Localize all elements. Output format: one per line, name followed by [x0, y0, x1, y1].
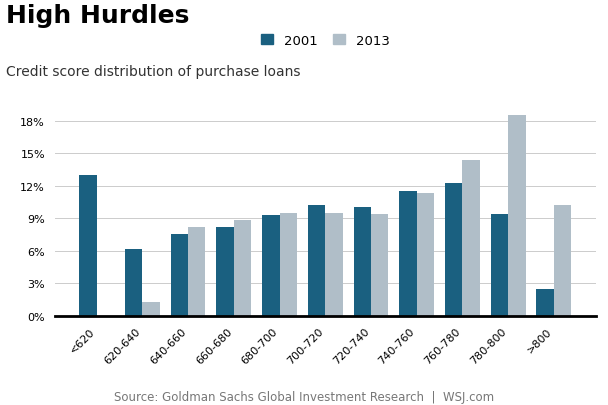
- Bar: [308, 206, 325, 316]
- Bar: [354, 208, 371, 316]
- Text: High Hurdles: High Hurdles: [6, 4, 190, 28]
- Bar: [125, 249, 142, 316]
- Bar: [188, 227, 206, 316]
- Bar: [554, 206, 572, 316]
- Bar: [142, 302, 160, 316]
- Bar: [399, 192, 416, 316]
- Bar: [463, 160, 480, 316]
- Bar: [536, 289, 554, 316]
- Bar: [280, 213, 297, 316]
- Bar: [491, 214, 508, 316]
- Legend: 2001, 2013: 2001, 2013: [258, 32, 392, 50]
- Bar: [508, 116, 525, 316]
- Bar: [262, 215, 280, 316]
- Text: Credit score distribution of purchase loans: Credit score distribution of purchase lo…: [6, 65, 300, 79]
- Text: Source: Goldman Sachs Global Investment Research  |  WSJ.com: Source: Goldman Sachs Global Investment …: [114, 390, 494, 403]
- Bar: [325, 213, 343, 316]
- Bar: [234, 221, 251, 316]
- Bar: [171, 235, 188, 316]
- Bar: [216, 227, 234, 316]
- Bar: [371, 214, 389, 316]
- Bar: [445, 183, 463, 316]
- Bar: [79, 175, 97, 316]
- Bar: [416, 194, 434, 316]
